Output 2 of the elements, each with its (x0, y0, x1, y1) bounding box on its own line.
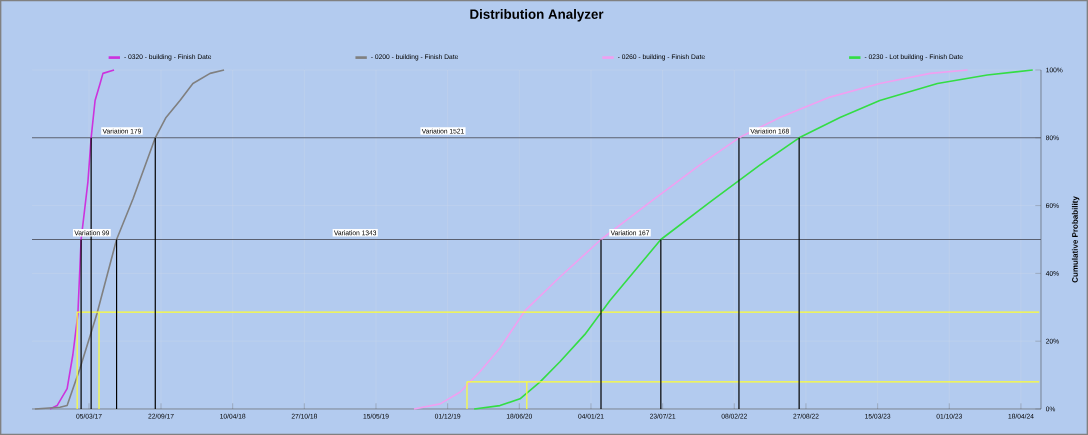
y-axis-title: Cumulative Probability (1071, 196, 1080, 283)
chart-title: Distribution Analyzer (470, 9, 604, 22)
